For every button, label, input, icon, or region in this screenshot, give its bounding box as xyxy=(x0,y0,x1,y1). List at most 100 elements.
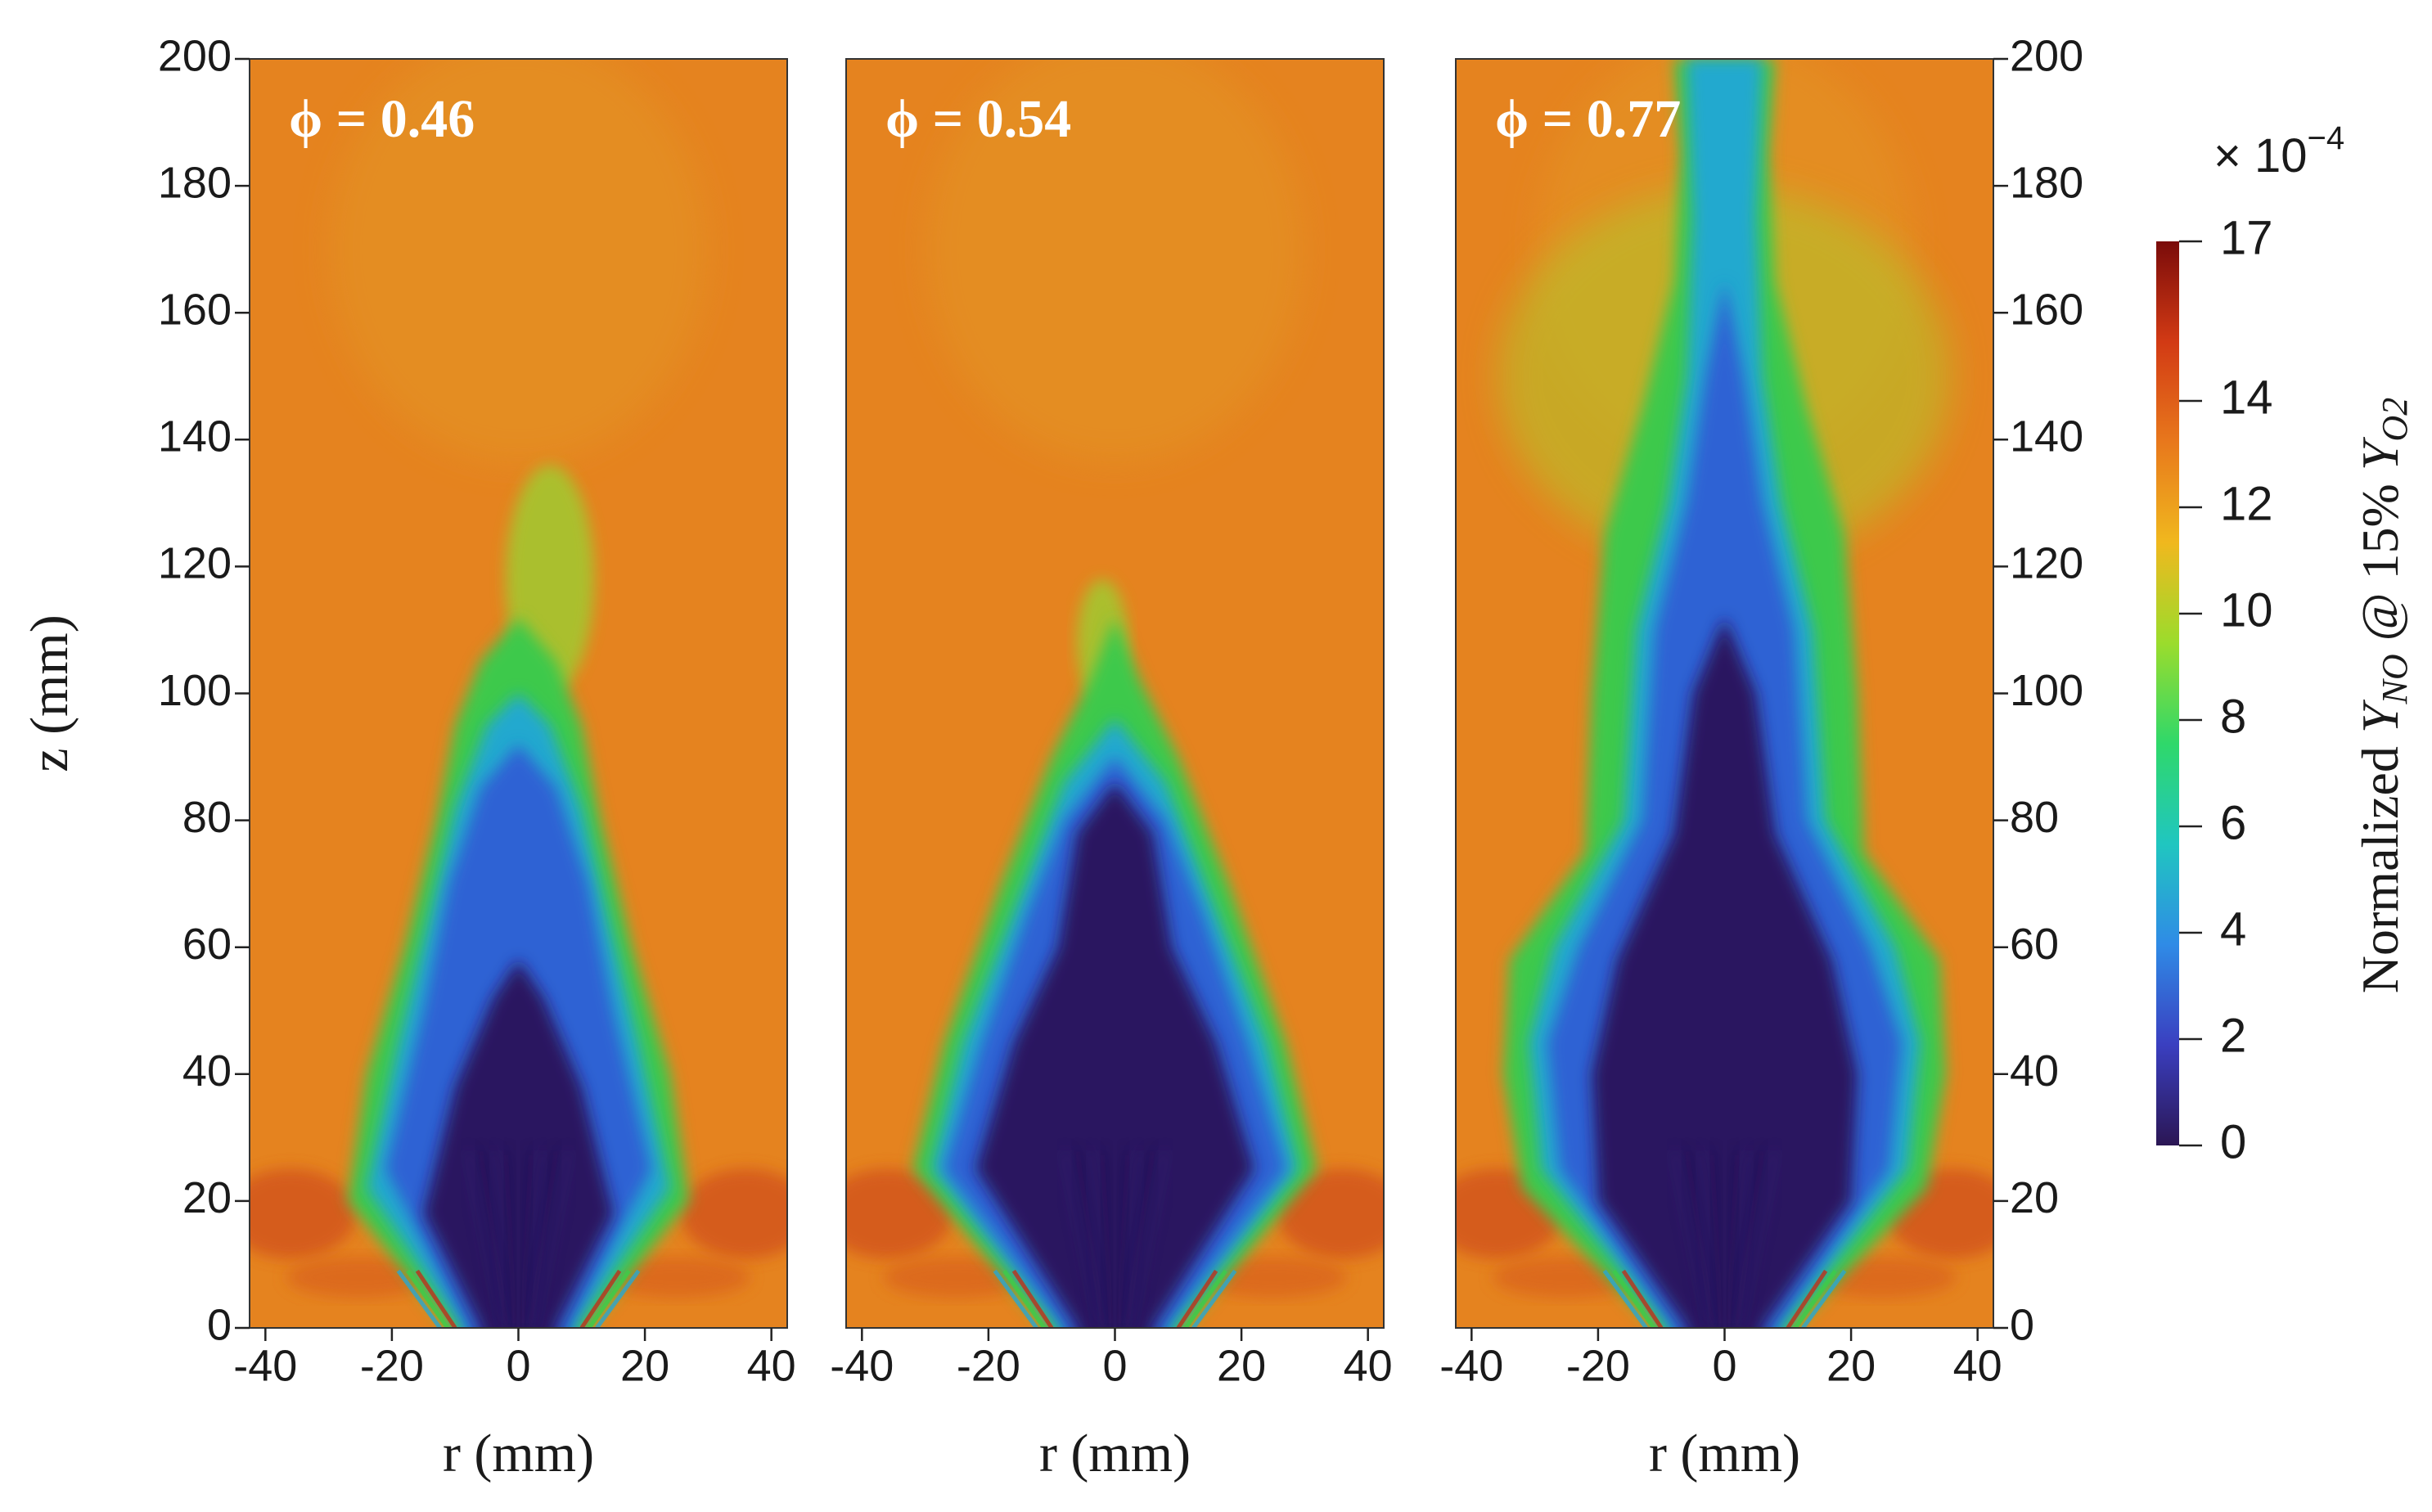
x-axis-label: r (mm) xyxy=(443,1424,594,1483)
panel-title: ϕ = 0.54 xyxy=(885,89,1071,149)
field-shear xyxy=(680,1168,787,1259)
field-region xyxy=(423,960,614,1328)
field-streak xyxy=(532,1150,571,1328)
field-shear xyxy=(602,1256,750,1298)
field-jet xyxy=(579,1269,622,1328)
field-streak xyxy=(1101,1150,1113,1328)
y-tick-label: 80 xyxy=(2010,793,2059,842)
field-jet xyxy=(396,1269,442,1328)
field-streak xyxy=(1075,1150,1106,1328)
multiplier-exponent: −4 xyxy=(2308,120,2345,156)
x-axis-label: r (mm) xyxy=(1039,1424,1191,1483)
colorbar-tick-label: 8 xyxy=(2220,690,2246,743)
colorbar-tick-label: 10 xyxy=(2220,583,2273,637)
x-tick-label: -20 xyxy=(1566,1341,1630,1390)
field-streak xyxy=(1685,1150,1715,1328)
y-tick-label: 40 xyxy=(182,1046,232,1096)
field-streak xyxy=(528,1150,558,1328)
y-tick-label: 140 xyxy=(158,412,232,461)
y-tick-label: 60 xyxy=(182,920,232,969)
y-tick-label: 60 xyxy=(2010,920,2059,969)
y-tick-label: 40 xyxy=(2010,1046,2059,1096)
field-streak xyxy=(479,1150,509,1328)
field-jet xyxy=(595,1269,641,1328)
y-tick-label: 200 xyxy=(158,31,232,80)
y-tick-label: 20 xyxy=(182,1173,232,1222)
field-jet xyxy=(1002,1269,1046,1328)
field-streak xyxy=(1734,1150,1764,1328)
field-streak xyxy=(1124,1150,1155,1328)
colorbar-multiplier: × 10−4 xyxy=(2214,120,2344,183)
colorbar-tick-label: 4 xyxy=(2220,902,2246,956)
x-tick-label: -40 xyxy=(233,1341,297,1390)
y-tick-label: 180 xyxy=(158,158,232,207)
field-jet xyxy=(1602,1269,1648,1328)
label-part: O2 xyxy=(2375,398,2415,442)
field-streak xyxy=(1088,1150,1110,1328)
field-shade xyxy=(330,59,707,462)
field-shade xyxy=(926,59,1304,462)
x-tick-label: -40 xyxy=(1439,1341,1503,1390)
y-tick-label: 160 xyxy=(158,285,232,334)
x-tick-label: -20 xyxy=(360,1341,424,1390)
colorbar-label: Normalized YNO @ 15% YO2 xyxy=(2351,398,2415,993)
x-tick-label: 0 xyxy=(1712,1341,1736,1390)
field-streak xyxy=(1128,1150,1168,1328)
y-tick-label: 180 xyxy=(2010,158,2083,207)
field-streak xyxy=(520,1150,533,1328)
field-shear xyxy=(250,1168,357,1259)
label-part: Y xyxy=(2351,436,2409,470)
x-tick-label: -40 xyxy=(830,1341,894,1390)
y-tick-label: 160 xyxy=(2010,285,2083,334)
y-tick-label: 100 xyxy=(158,666,232,715)
field-jet xyxy=(1184,1269,1227,1328)
y-tick-label: 100 xyxy=(2010,666,2083,715)
y-tick-label: 120 xyxy=(158,539,232,588)
colorbar-tick-label: 6 xyxy=(2220,796,2246,849)
label-part: Y xyxy=(2351,699,2409,733)
y-tick-label: 140 xyxy=(2010,412,2083,461)
field-jet xyxy=(1801,1269,1847,1328)
field-streak xyxy=(524,1150,546,1328)
field-jet xyxy=(1621,1269,1664,1328)
field-streak xyxy=(1697,1150,1719,1328)
colorbar-tick-label: 12 xyxy=(2220,477,2273,530)
field-streak xyxy=(1738,1150,1777,1328)
colorbar xyxy=(2156,241,2179,1145)
label-part: @ 15% xyxy=(2351,470,2409,654)
field-jet xyxy=(1176,1269,1218,1328)
field xyxy=(1456,59,1993,1328)
colorbar-tick-label: 2 xyxy=(2220,1009,2246,1062)
label-part: Normalized xyxy=(2351,733,2409,993)
x-tick-label: 0 xyxy=(506,1341,530,1390)
field-streak xyxy=(466,1150,505,1328)
x-tick-label: 40 xyxy=(1953,1341,2002,1390)
field-streak xyxy=(1730,1150,1752,1328)
y-tick-label: 200 xyxy=(2010,31,2083,80)
y-tick-label: 20 xyxy=(2010,1173,2059,1222)
panel-title: ϕ = 0.77 xyxy=(1495,89,1681,149)
x-tick-label: 40 xyxy=(747,1341,796,1390)
x-tick-label: 0 xyxy=(1102,1341,1127,1390)
field-jet xyxy=(1191,1269,1237,1328)
field-streak xyxy=(1727,1150,1739,1328)
y-tick-label: 80 xyxy=(182,793,232,842)
x-tick-label: 20 xyxy=(1217,1341,1266,1390)
field-region xyxy=(975,782,1254,1328)
field-streak xyxy=(1117,1150,1129,1328)
field-streak xyxy=(1062,1150,1101,1328)
colorbar-tick-label: 0 xyxy=(2220,1115,2246,1168)
field-jet xyxy=(588,1269,631,1328)
field-streak xyxy=(504,1150,516,1328)
x-tick-label: -20 xyxy=(957,1341,1020,1390)
colorbar-tick-label: 17 xyxy=(2220,211,2273,264)
x-axis-label: r (mm) xyxy=(1649,1424,1800,1483)
field-shear xyxy=(1199,1256,1347,1298)
field-jet xyxy=(1612,1269,1655,1328)
field-streak xyxy=(1710,1150,1723,1328)
field-region xyxy=(1592,617,1858,1328)
colorbar-tick-label: 14 xyxy=(2220,371,2273,424)
field-jet xyxy=(406,1269,449,1328)
field-jet xyxy=(993,1269,1038,1328)
